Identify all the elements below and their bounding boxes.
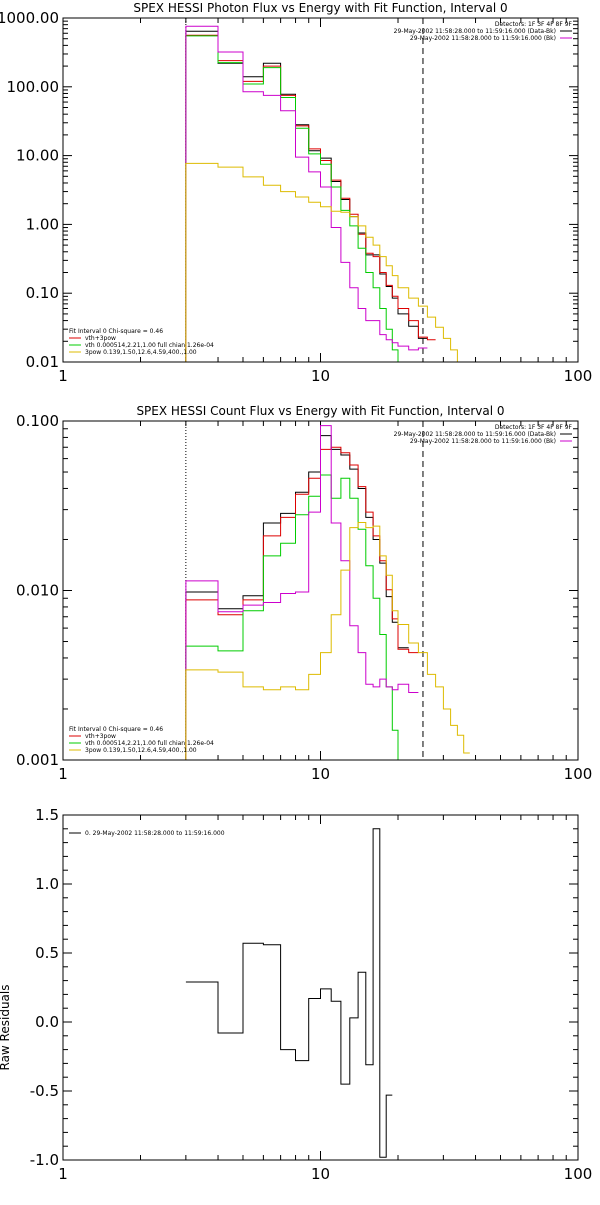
y-tick-label: 100.00 (7, 78, 60, 96)
y-tick-label: 0.5 (35, 944, 59, 962)
y-tick-label: 1000.00 (0, 9, 59, 27)
y-tick-label: 0.0 (35, 1013, 59, 1031)
chart-3: Raw Residuals 1 10 100 -1.0 -0.5 0.0 0.5 1.0 1.5 0… (0, 806, 592, 1183)
x-tick-label: 10 (311, 1165, 330, 1183)
plot-frame (62, 814, 579, 1161)
y-tick-label: 0.010 (16, 582, 59, 600)
x-tick-label: 1 (58, 367, 68, 385)
x-tick-label: 100 (564, 367, 593, 385)
x-tick-label: 100 (564, 765, 593, 783)
legend-right-text: 29-May-2002 11:58:28.000 to 11:59:16.000… (410, 35, 556, 42)
chart-title: SPEX HESSI Photon Flux vs Energy with Fi… (133, 1, 507, 15)
legend-left-text: vth+3pow (85, 733, 116, 740)
series-line (185, 35, 409, 363)
x-tick-label: 10 (311, 765, 330, 783)
series-line (185, 522, 470, 760)
chart-title: SPEX HESSI Count Flux vs Energy with Fit… (136, 404, 504, 418)
y-tick-label: 10.00 (16, 147, 59, 165)
series-line (185, 25, 428, 362)
x-tick-label: 1 (58, 1165, 68, 1183)
legend-left-text: Fit Interval 0 Chi-square = 0.46 (69, 328, 163, 335)
plot-frame (62, 420, 579, 761)
y-tick-label: -0.5 (30, 1082, 59, 1100)
legend-left-text: 0. 29-May-2002 11:58:28.000 to 11:59:16.… (85, 830, 225, 837)
x-tick-label: 1 (58, 765, 68, 783)
x-tick-label: 100 (564, 1165, 593, 1183)
legend-right-text: 29-May-2002 11:58:28.000 to 11:59:16.000… (410, 438, 556, 445)
legend-left-text: Fit Interval 0 Chi-square = 0.46 (69, 726, 163, 733)
y-tick-label: 1.0 (35, 875, 59, 893)
y-tick-label: 0.10 (26, 284, 59, 302)
legend-right-text: 29-May-2002 11:58:28.000 to 11:59:16.000… (394, 431, 556, 438)
legend-right-text: 29-May-2002 11:58:28.000 to 11:59:16.000… (394, 28, 556, 35)
series-line (185, 828, 393, 1158)
legend-left-text: vth 0.000514,2.21,1.00 full chian 1.26e-… (85, 740, 214, 747)
y-tick-label: 0.100 (16, 412, 59, 430)
y-tick-label: 0.01 (26, 353, 59, 371)
chart-1: SPEX HESSI Photon Flux vs Energy with Fi… (0, 1, 592, 385)
legend-right-text: Detectors: 1F 3F 4F 8F 9F (495, 424, 573, 431)
series-line (185, 474, 409, 761)
y-axis-label: Raw Residuals (0, 985, 12, 1071)
legend-right-text: Detectors: 1F 3F 4F 8F 9F (495, 21, 573, 28)
legend-left-text: vth 0.000514,2.21,1.00 full chian 1.26e-… (85, 342, 214, 349)
legend-left-text: 3pow 0.139,1.50,12.6,4.59,400.,1.00 (85, 349, 197, 356)
chart-2: SPEX HESSI Count Flux vs Energy with Fit… (16, 404, 592, 783)
plot-frame (62, 17, 579, 363)
legend-left-text: vth+3pow (85, 335, 116, 342)
series-line (185, 162, 464, 363)
x-tick-label: 10 (311, 367, 330, 385)
y-tick-label: 0.001 (16, 751, 59, 769)
y-tick-label: -1.0 (30, 1151, 59, 1169)
legend-left-text: 3pow 0.139,1.50,12.6,4.59,400.,1.00 (85, 747, 197, 754)
y-tick-label: 1.5 (35, 806, 59, 824)
y-tick-label: 1.00 (26, 215, 59, 233)
series-line (185, 425, 419, 760)
